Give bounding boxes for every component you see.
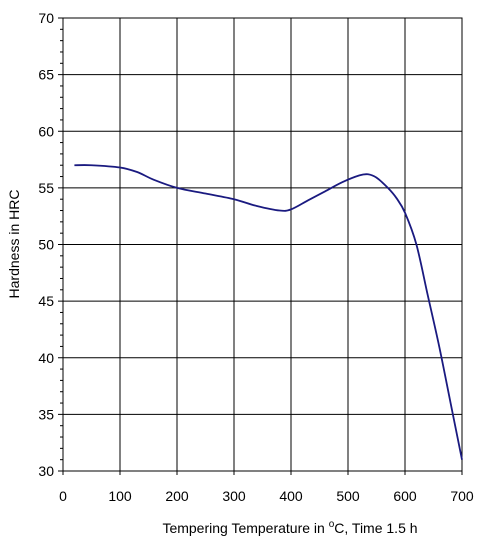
y-tick-label: 45: [38, 293, 54, 309]
y-axis-title: Hardness in HRC: [6, 190, 22, 299]
y-tick-label: 50: [38, 237, 54, 253]
x-tick-label: 100: [108, 488, 132, 504]
x-axis-title-rest: C, Time 1.5 h: [334, 520, 417, 536]
x-tick-label: 300: [222, 488, 246, 504]
x-tick-label: 500: [336, 488, 360, 504]
hardness-line: [74, 164, 463, 460]
y-tick-label: 65: [38, 67, 54, 83]
y-tick-labels: 30 35 40 45 50 55 60 65 70: [38, 10, 54, 479]
grid-layer: [62, 17, 463, 472]
x-tick-label: 200: [165, 488, 189, 504]
x-tick-label: 600: [393, 488, 417, 504]
y-tick-label: 60: [38, 123, 54, 139]
x-axis-title-degree: o: [329, 519, 335, 530]
x-axis-title-main: Tempering Temperature in: [162, 520, 328, 536]
y-tick-label: 35: [38, 406, 54, 422]
x-tick-label: 400: [279, 488, 303, 504]
x-tick-label: 700: [450, 488, 474, 504]
y-tick-label: 70: [38, 10, 54, 26]
minor-ticks: [58, 17, 463, 475]
x-axis-title: Tempering Temperature in oC, Time 1.5 h: [162, 519, 417, 536]
x-tick-label: 0: [59, 488, 67, 504]
x-tick-labels: 0 100 200 300 400 500 600 700: [59, 488, 474, 504]
y-tick-label: 40: [38, 350, 54, 366]
y-tick-label: 55: [38, 180, 54, 196]
y-tick-label: 30: [38, 463, 54, 479]
